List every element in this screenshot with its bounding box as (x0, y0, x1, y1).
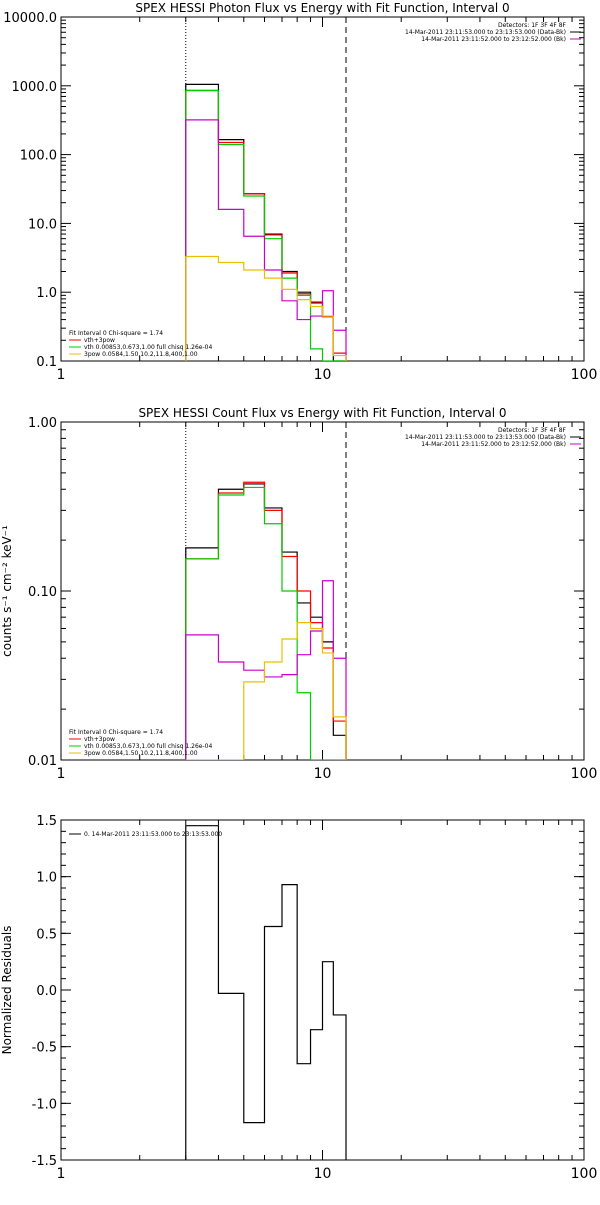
x-tick-label: 100 (571, 1166, 598, 1182)
x-tick-label: 10 (314, 1166, 332, 1182)
legend-text: vth 0.00853,0.673,1.00 full chisq 1.26e-… (84, 344, 212, 351)
series-line-1 (185, 83, 347, 361)
legend-text: vth 0.00853,0.673,1.00 full chisq 1.26e-… (84, 743, 212, 750)
series-line-2 (185, 89, 347, 361)
y-axis-label: Normalized Residuals (0, 926, 14, 1055)
chart-panel-2: SPEX HESSI Count Flux vs Energy with Fit… (0, 406, 597, 782)
header-text: 14-Mar-2011 23:11:52.000 to 23:12:52.000… (421, 36, 566, 43)
chart-title: SPEX HESSI Count Flux vs Energy with Fit… (138, 406, 506, 420)
y-tick-label: 0.1 (36, 355, 57, 370)
legend-text: 3pow 0.0584,1.50,10.2,11.8,400,1.00 (84, 351, 198, 358)
legend-text: vth+3pow (84, 337, 115, 344)
series-line-4 (185, 119, 347, 361)
y-tick-label: 100.0 (20, 149, 57, 164)
series-group (185, 825, 347, 1160)
series-group (185, 83, 347, 361)
x-tick-label: 1 (57, 1166, 66, 1182)
x-tick-label: 10 (314, 766, 332, 782)
y-tick-label: 0.10 (28, 585, 57, 600)
x-tick-label: 1 (57, 766, 66, 782)
header-text: Detectors: 1F 3F 4F 8F (498, 427, 567, 434)
y-tick-label: 0.01 (28, 754, 57, 769)
header-text: Detectors: 1F 3F 4F 8F (498, 22, 567, 29)
series-line-4 (185, 580, 347, 760)
series-line-5 (185, 255, 347, 361)
legend-text: vth+3pow (84, 736, 115, 743)
y-tick-label: -0.5 (32, 1041, 57, 1056)
y-tick-label: 10000.0 (3, 11, 57, 26)
x-tick-label: 10 (314, 367, 332, 383)
y-tick-label: -1.0 (32, 1097, 57, 1112)
x-tick-label: 1 (57, 367, 66, 383)
y-tick-label: 1.0 (36, 286, 57, 301)
series-line-2 (185, 481, 347, 760)
legend-text: Fit Interval 0 Chi-square = 1.74 (69, 729, 163, 736)
series-line-1 (185, 483, 347, 760)
y-tick-label: 1000.0 (12, 80, 58, 95)
header-text: 14-Mar-2011 23:11:52.000 to 23:12:52.000… (421, 441, 566, 448)
y-tick-label: 10.0 (28, 217, 57, 232)
series-group (185, 481, 347, 760)
legend-text: 3pow 0.0584,1.50,10.2,11.8,400,1.00 (84, 750, 198, 757)
y-axis-label: counts s⁻¹ cm⁻² keV⁻¹ (0, 525, 14, 657)
header-text: 14-Mar-2011 23:11:53.000 to 23:13:53.000… (405, 29, 566, 36)
series-line-1 (185, 825, 347, 1160)
series-line-3 (185, 486, 347, 760)
y-tick-label: 0.5 (36, 927, 57, 942)
chart-panel-3: Normalized Residuals 1 10 100 -1.5 -1.0 -0.5 0.… (0, 814, 597, 1182)
y-tick-label: -1.5 (32, 1154, 57, 1169)
y-tick-label: 1.0 (36, 871, 57, 886)
y-tick-label: 0.0 (36, 984, 57, 999)
x-tick-label: 100 (571, 367, 598, 383)
x-tick-label: 100 (571, 766, 598, 782)
chart-title: SPEX HESSI Photon Flux vs Energy with Fi… (135, 1, 509, 15)
y-tick-label: 1.00 (28, 416, 57, 431)
series-line-5 (185, 622, 347, 760)
legend-text: 0. 14-Mar-2011 23:11:53.000 to 23:13:53.… (84, 831, 222, 838)
series-line-3 (185, 90, 347, 361)
y-tick-label: 1.5 (36, 814, 57, 829)
chart-panel-1: SPEX HESSI Photon Flux vs Energy with Fi… (3, 1, 597, 383)
header-text: 14-Mar-2011 23:11:53.000 to 23:13:53.000… (405, 434, 566, 441)
legend-text: Fit Interval 0 Chi-square = 1.74 (69, 330, 163, 337)
